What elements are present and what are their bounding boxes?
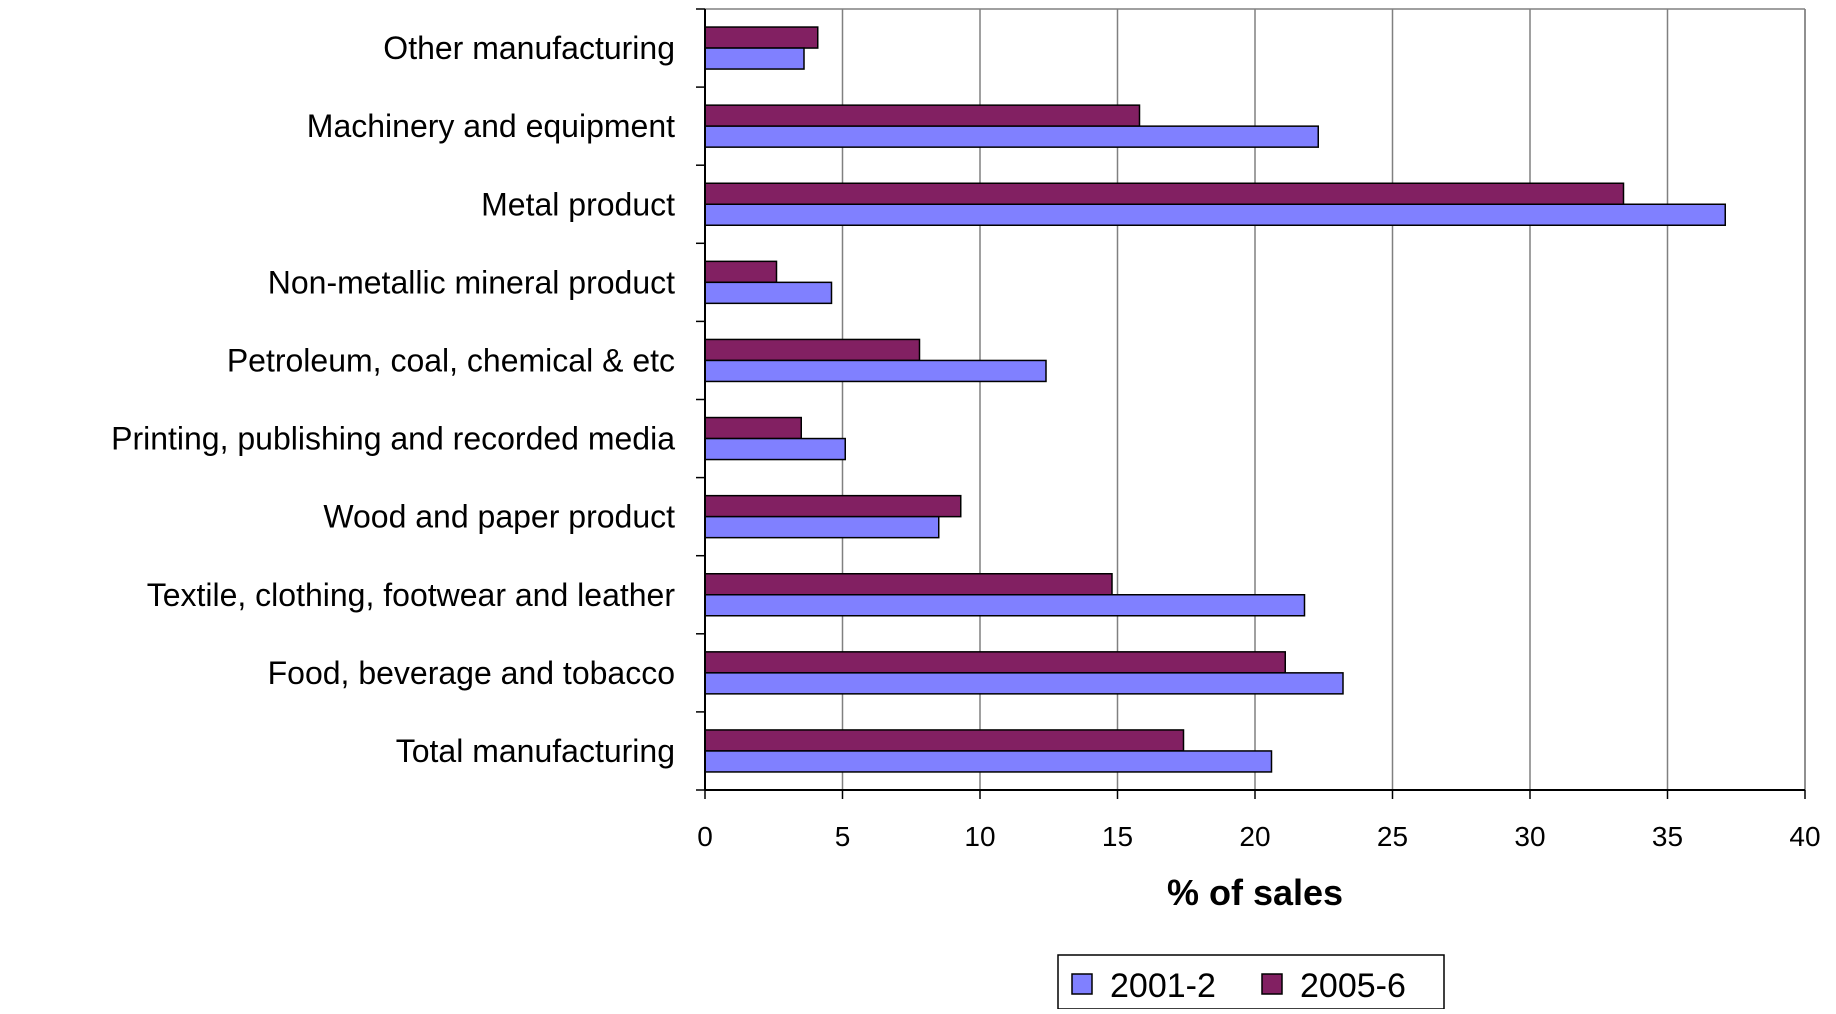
bar-2001-2 [704,515,940,539]
bar-2001-2 [704,750,1273,773]
bar-2005-6 [704,26,819,49]
bar-2001-2 [704,125,1319,148]
category-label: Printing, publishing and recorded media [111,421,675,457]
bar-2001-2 [704,437,846,461]
bar-2005-6 [704,651,1286,674]
bar-2001-2 [704,359,1047,383]
bar-2005-6 [704,182,1625,205]
bar-2005-6 [704,104,1141,127]
bar-2001-2 [704,47,805,70]
legend-box [1057,954,1445,1010]
x-tick-label: 5 [835,821,851,852]
bar-2001-2 [704,203,1726,226]
category-label: Petroleum, coal, chemical & etc [227,342,675,378]
category-label: Textile, clothing, footwear and leather [147,577,676,613]
x-tick-label: 35 [1652,821,1683,852]
x-tick-label: 40 [1789,821,1820,852]
axes [696,8,1806,799]
bar-2005-6 [704,338,921,362]
category-label: Machinery and equipment [307,108,675,144]
x-tick-labels: 0 5 10 15 20 25 30 35 40 [697,821,1820,852]
category-label: Food, beverage and tobacco [268,655,675,691]
bar-2005-6 [704,260,778,284]
x-tick-label: 15 [1102,821,1133,852]
bar-2001-2 [704,594,1306,617]
bar-2001-2 [704,672,1344,695]
legend-swatch [1261,973,1283,995]
legend-label: 2001-2 [1110,967,1216,1005]
x-axis-title: % of sales [1167,872,1343,913]
category-label: Non-metallic mineral product [268,264,675,300]
x-tick-label: 0 [697,821,713,852]
x-tick-label: 10 [964,821,995,852]
x-tick-label: 20 [1239,821,1270,852]
legend-label: 2005-6 [1300,967,1406,1005]
bars [704,26,1726,773]
category-labels: Total manufacturing Food, beverage and to… [111,30,675,769]
category-label: Metal product [481,186,675,222]
bar-2005-6 [704,573,1113,596]
category-label: Total manufacturing [396,733,675,769]
bar-2005-6 [704,729,1185,752]
category-label: Other manufacturing [383,30,675,66]
bar-2005-6 [704,494,962,518]
x-tick-label: 30 [1514,821,1545,852]
legend-swatch [1071,973,1093,995]
legend: 2001-2 2005-6 [1057,954,1445,1010]
bar-2005-6 [704,416,802,440]
category-label: Wood and paper product [323,499,675,535]
x-tick-label: 25 [1377,821,1408,852]
bar-2001-2 [704,281,833,305]
